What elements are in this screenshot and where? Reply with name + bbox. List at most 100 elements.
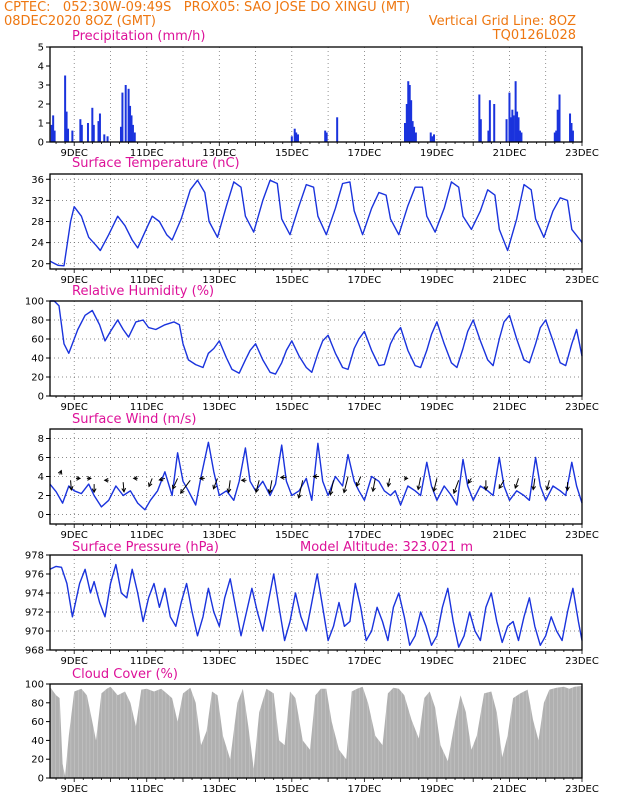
wind-vector-head — [254, 488, 260, 494]
wind-vector-head — [312, 474, 318, 479]
pressure-ytick-label: 974 — [25, 589, 44, 600]
wind-xtick-label: 13DEC — [202, 530, 236, 541]
wind-vector-head — [498, 484, 503, 490]
temp-ytick-label: 28 — [31, 217, 44, 228]
precip-bar — [296, 134, 299, 142]
precip-bar — [92, 124, 95, 142]
wind-vector-head — [180, 489, 185, 494]
rh-xtick-label: 23DEC — [565, 402, 599, 413]
wind-vector-head — [158, 476, 164, 482]
wind-vector-shaft — [122, 482, 125, 492]
temp-title: Surface Temperature (nC) — [72, 156, 240, 171]
rh-frame — [49, 300, 583, 397]
wind-vector-shaft — [70, 480, 72, 490]
wind-vector-head — [565, 486, 570, 492]
precip-bar — [429, 132, 432, 142]
pressure-model-altitude: Model Altitude: 323.021 m — [300, 540, 474, 555]
precip-bar — [86, 123, 89, 142]
precip-bar — [67, 128, 70, 142]
precip-bar — [571, 130, 574, 142]
header-location: CPTEC: 052:30W-09:49S PROX05: SAO JOSE D… — [4, 0, 411, 15]
wind-vector-shaft — [255, 480, 260, 493]
pressure-frame — [49, 554, 583, 651]
wind-vector-arrow — [312, 474, 320, 479]
precip-xtick-label: 19DEC — [420, 148, 454, 159]
rh-ytick-label: 60 — [31, 335, 44, 346]
cloud-ytick-label: 20 — [31, 755, 44, 766]
precip-bar — [556, 109, 559, 142]
cloud-xtick-label: 19DEC — [420, 784, 454, 795]
precip-bar — [405, 104, 408, 142]
wind-vector-shaft — [213, 478, 218, 489]
rh-ytick-label: 20 — [31, 373, 44, 384]
wind-vector-head — [68, 486, 74, 491]
wind-vector-arrow — [342, 476, 349, 494]
wind-vector-arrow — [531, 478, 536, 491]
wind-vector-head — [57, 469, 63, 475]
cloud-ytick-label: 60 — [31, 717, 44, 728]
precip-bar — [553, 132, 556, 142]
wind-vector-arrow — [198, 476, 205, 481]
precip-ytick-label: 0 — [38, 138, 44, 149]
temp-series-line — [49, 179, 583, 267]
precip-bar — [290, 136, 293, 142]
cloud-xtick-label: 9DEC — [61, 784, 88, 795]
precip-bar — [558, 94, 561, 142]
wind-xtick-label: 15DEC — [275, 530, 309, 541]
wind-vector-shaft — [433, 478, 438, 492]
wind-vector-head — [416, 485, 422, 491]
wind-vector-head — [328, 490, 334, 496]
precip-bar — [488, 100, 491, 142]
wind-vector-head — [531, 485, 536, 491]
wind-vector-head — [267, 489, 273, 495]
precip-bar — [127, 88, 130, 142]
precip-xtick-label: 15DEC — [275, 148, 309, 159]
wind-vector-shaft — [343, 476, 349, 493]
wind-vector-head — [432, 487, 437, 493]
precip-bar — [336, 117, 339, 142]
wind-vector-arrow — [279, 475, 287, 480]
rh-ytick-label: 0 — [38, 392, 44, 403]
wind-vector-arrow — [452, 480, 460, 495]
precip-ytick-label: 1 — [38, 119, 44, 130]
precip-bar — [403, 123, 406, 142]
temp-xtick-label: 17DEC — [348, 275, 382, 286]
precip-bar — [431, 136, 434, 142]
cloud-frame — [49, 683, 583, 779]
precip-xtick-label: 13DEC — [202, 148, 236, 159]
cloud-ytick-label: 0 — [38, 774, 44, 785]
cloud-ytick-label: 100 — [25, 680, 44, 691]
cloud-xtick-label: 21DEC — [493, 784, 527, 795]
wind-vector-head — [103, 477, 109, 483]
precip-xtick-label: 17DEC — [348, 148, 382, 159]
wind-xtick-label: 19DEC — [420, 530, 454, 541]
wind-vector-shaft — [329, 480, 335, 495]
rh-ytick-label: 80 — [31, 316, 44, 327]
cloud-ytick-label: 80 — [31, 698, 44, 709]
wind-xtick-label: 9DEC — [61, 530, 88, 541]
wind-vector-shaft — [356, 476, 362, 487]
precip-bar — [508, 92, 511, 142]
precip-bar — [479, 119, 482, 142]
wind-vector-head — [148, 482, 153, 488]
wind-vector-arrow — [86, 476, 92, 481]
wind-series-line — [49, 441, 583, 511]
wind-vector-head — [355, 482, 361, 488]
wind-vector-arrow — [226, 480, 232, 494]
precip-bar — [119, 126, 122, 142]
wind-xtick-label: 17DEC — [348, 530, 382, 541]
wind-vector-arrow — [267, 480, 273, 495]
rh-title: Relative Humidity (%) — [72, 284, 215, 299]
precip-bar — [410, 100, 413, 142]
pressure-xtick-label: 21DEC — [493, 656, 527, 667]
wind-vector-arrow — [498, 480, 505, 490]
wind-vector-head — [240, 477, 246, 483]
pressure-xtick-label: 15DEC — [275, 656, 309, 667]
wind-vector-head — [386, 482, 392, 488]
wind-vector-head — [121, 487, 127, 493]
wind-vector-arrow — [565, 482, 570, 492]
wind-vector-head — [198, 476, 204, 481]
wind-panel: 0 2 4 6 8 9DEC 11DEC 13DEC 15DEC 17DEC 19DEC 21DEC 2… — [38, 428, 599, 541]
precip-bar — [295, 132, 298, 142]
